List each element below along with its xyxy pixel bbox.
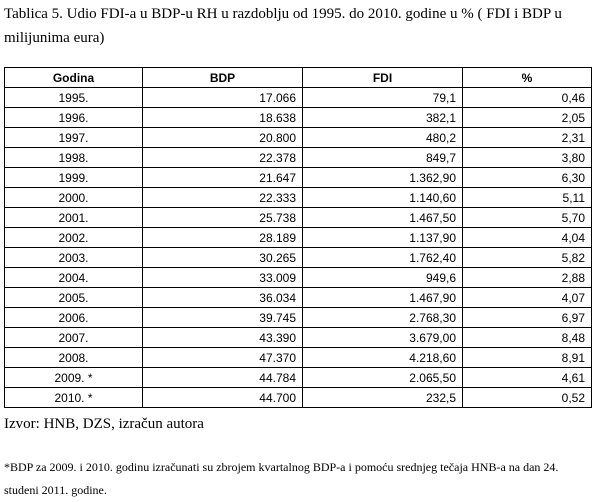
table-row: 2008. 47.370 4.218,60 8,91 [4,347,592,368]
header-godina: Godina [4,67,143,88]
cell-year: 1996. [4,107,143,128]
cell-fdi: 480,2 [302,127,463,148]
cell-fdi: 1.762,40 [302,247,463,268]
table-row: 1995. 17.066 79,1 0,46 [4,87,592,108]
table-row: 2006. 39.745 2.768,30 6,97 [4,307,592,328]
table-row: 2009. * 44.784 2.065,50 4,61 [4,367,592,388]
cell-percent: 5,82 [462,247,592,268]
cell-fdi: 382,1 [302,107,463,128]
cell-bdp: 18.638 [142,107,303,128]
cell-fdi: 1.137,90 [302,227,463,248]
cell-bdp: 39.745 [142,307,303,328]
cell-fdi: 949,6 [302,267,463,288]
cell-percent: 5,70 [462,207,592,228]
cell-bdp: 33.009 [142,267,303,288]
cell-fdi: 2.065,50 [302,367,463,388]
cell-bdp: 44.784 [142,367,303,388]
cell-percent: 2,31 [462,127,592,148]
cell-fdi: 849,7 [302,147,463,168]
cell-year: 2006. [4,307,143,328]
table-row: 2001. 25.738 1.467,50 5,70 [4,207,592,228]
table-row: 2000. 22.333 1.140,60 5,11 [4,187,592,208]
table-header-row: Godina BDP FDI % [4,67,592,88]
cell-bdp: 43.390 [142,327,303,348]
cell-fdi: 2.768,30 [302,307,463,328]
table-row: 1996. 18.638 382,1 2,05 [4,107,592,128]
cell-bdp: 17.066 [142,87,303,108]
cell-bdp: 22.333 [142,187,303,208]
cell-year: 1999. [4,167,143,188]
table-row: 2002. 28.189 1.137,90 4,04 [4,227,592,248]
table-row: 2007. 43.390 3.679,00 8,48 [4,327,592,348]
cell-fdi: 3.679,00 [302,327,463,348]
table-row: 1999. 21.647 1.362,90 6,30 [4,167,592,188]
cell-year: 1995. [4,87,143,108]
cell-percent: 4,04 [462,227,592,248]
cell-percent: 4,07 [462,287,592,308]
header-percent: % [462,67,592,88]
cell-year: 2005. [4,287,143,308]
cell-bdp: 21.647 [142,167,303,188]
cell-percent: 6,30 [462,167,592,188]
cell-year: 2003. [4,247,143,268]
cell-year: 1998. [4,147,143,168]
cell-bdp: 22.378 [142,147,303,168]
cell-percent: 3,80 [462,147,592,168]
cell-fdi: 232,5 [302,387,463,408]
cell-percent: 4,61 [462,367,592,388]
cell-year: 2004. [4,267,143,288]
cell-year: 2010. * [4,387,143,408]
cell-year: 2009. * [4,367,143,388]
table-row: 2010. * 44.700 232,5 0,52 [4,387,592,408]
table-row: 2003. 30.265 1.762,40 5,82 [4,247,592,268]
cell-percent: 2,05 [462,107,592,128]
cell-bdp: 47.370 [142,347,303,368]
footnote: *BDP za 2009. i 2010. godinu izračunati … [4,460,559,497]
source-note: Izvor: HNB, DZS, izračun autora [4,416,204,432]
cell-year: 2001. [4,207,143,228]
cell-year: 1997. [4,127,143,148]
cell-year: 2002. [4,227,143,248]
cell-percent: 0,52 [462,387,592,408]
cell-year: 2008. [4,347,143,368]
table-row: 1997. 20.800 480,2 2,31 [4,127,592,148]
cell-bdp: 28.189 [142,227,303,248]
cell-bdp: 36.034 [142,287,303,308]
cell-fdi: 1.467,50 [302,207,463,228]
cell-percent: 5,11 [462,187,592,208]
cell-percent: 0,46 [462,87,592,108]
cell-fdi: 1.467,90 [302,287,463,308]
table-caption: Tablica 5. Udio FDI-a u BDP-u RH u razdo… [4,6,562,46]
cell-bdp: 25.738 [142,207,303,228]
table-row: 2004. 33.009 949,6 2,88 [4,267,592,288]
cell-fdi: 1.362,90 [302,167,463,188]
cell-bdp: 20.800 [142,127,303,148]
cell-year: 2000. [4,187,143,208]
table-body: 1995. 17.066 79,1 0,46 1996. 18.638 382,1 2,05 1… [4,87,592,408]
table-row: 2005. 36.034 1.467,90 4,07 [4,287,592,308]
cell-fdi: 4.218,60 [302,347,463,368]
header-bdp: BDP [142,67,303,88]
cell-percent: 2,88 [462,267,592,288]
cell-percent: 8,48 [462,327,592,348]
header-fdi: FDI [302,67,463,88]
table-row: 1998. 22.378 849,7 3,80 [4,147,592,168]
fdi-gdp-table: Godina BDP FDI % 1995. 17.066 79,1 0,46 1996… [4,67,592,408]
cell-fdi: 79,1 [302,87,463,108]
cell-fdi: 1.140,60 [302,187,463,208]
cell-percent: 6,97 [462,307,592,328]
cell-bdp: 44.700 [142,387,303,408]
cell-year: 2007. [4,327,143,348]
cell-bdp: 30.265 [142,247,303,268]
cell-percent: 8,91 [462,347,592,368]
